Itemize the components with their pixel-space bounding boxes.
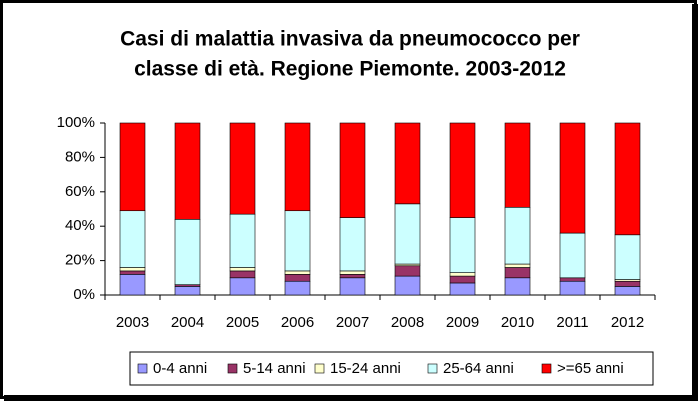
bar-segment (119, 210, 146, 268)
chart-title: Casi di malattia invasiva da pneumococco… (120, 28, 580, 51)
x-tick-label: 2005 (226, 314, 259, 331)
legend-swatch (427, 363, 438, 374)
y-tick-label: 80% (65, 148, 95, 165)
bar-segment (284, 280, 311, 296)
bar-segment (614, 286, 641, 296)
bar-segment (119, 122, 146, 212)
y-tick-label: 100% (57, 114, 95, 131)
bar-segment (284, 210, 311, 272)
bar-segment (119, 270, 146, 275)
frame-shadow (4, 395, 698, 401)
bar-segment (174, 122, 201, 220)
bar-segment (229, 213, 256, 268)
y-tick-label: 0% (73, 286, 95, 303)
bar-segment (394, 122, 421, 205)
bar-segment (504, 122, 531, 208)
chart-title: classe di età. Regione Piemonte. 2003-20… (134, 58, 566, 81)
bar-segment (559, 232, 586, 279)
bar-segment (284, 122, 311, 212)
bar-segment (559, 280, 586, 296)
bar-segment (559, 122, 586, 234)
bar-segment (614, 280, 641, 287)
bar-segment (449, 272, 476, 277)
legend-label: 15-24 anni (330, 360, 401, 377)
legend-box (129, 351, 654, 386)
bar-segment (339, 274, 366, 279)
x-tick-label: 2009 (446, 314, 479, 331)
bar-segment (119, 274, 146, 296)
bar-segment (394, 203, 421, 265)
x-tick-label: 2011 (556, 314, 588, 331)
bar-segment (229, 277, 256, 296)
bar-segment (449, 122, 476, 218)
bar-segment (394, 265, 421, 277)
bar-segment (339, 277, 366, 296)
bar-segment (229, 122, 256, 215)
bar-segment (614, 122, 641, 236)
bar-segment (449, 282, 476, 296)
legend-label: >=65 anni (557, 360, 624, 377)
bar-segment (339, 270, 366, 275)
bar-segment (504, 267, 531, 279)
bar-segment (504, 277, 531, 296)
legend-swatch (541, 363, 552, 374)
legend-label: 5-14 anni (243, 360, 306, 377)
bar-segment (284, 270, 311, 275)
bar-segment (229, 267, 256, 272)
bar-segment (559, 277, 586, 282)
bar-segment (504, 263, 531, 268)
bar-segment (229, 270, 256, 279)
bar-segment (449, 217, 476, 273)
bar-segment (504, 206, 531, 265)
x-tick-label: 2006 (281, 314, 314, 331)
frame-shadow (692, 4, 698, 400)
y-tick-label: 40% (65, 217, 95, 234)
legend-label: 25-64 anni (443, 360, 514, 377)
x-tick-label: 2003 (116, 314, 149, 331)
x-tick-label: 2010 (501, 314, 534, 331)
x-tick-label: 2008 (391, 314, 424, 331)
legend-swatch (227, 363, 238, 374)
bar-segment (339, 217, 366, 272)
legend-swatch (314, 363, 325, 374)
legend-label: 0-4 anni (153, 360, 207, 377)
x-tick-label: 2012 (611, 314, 644, 331)
y-tick-label: 60% (65, 183, 95, 200)
legend-swatch (137, 363, 148, 374)
x-tick-label: 2007 (336, 314, 369, 331)
bar-segment (449, 275, 476, 284)
bar-segment (174, 286, 201, 296)
bar-segment (339, 122, 366, 218)
y-tick-label: 20% (65, 252, 95, 269)
bar-segment (614, 234, 641, 280)
bar-segment (394, 275, 421, 296)
bar-segment (119, 267, 146, 272)
bar-segment (174, 219, 201, 285)
x-tick-label: 2004 (171, 314, 204, 331)
bar-segment (284, 274, 311, 282)
